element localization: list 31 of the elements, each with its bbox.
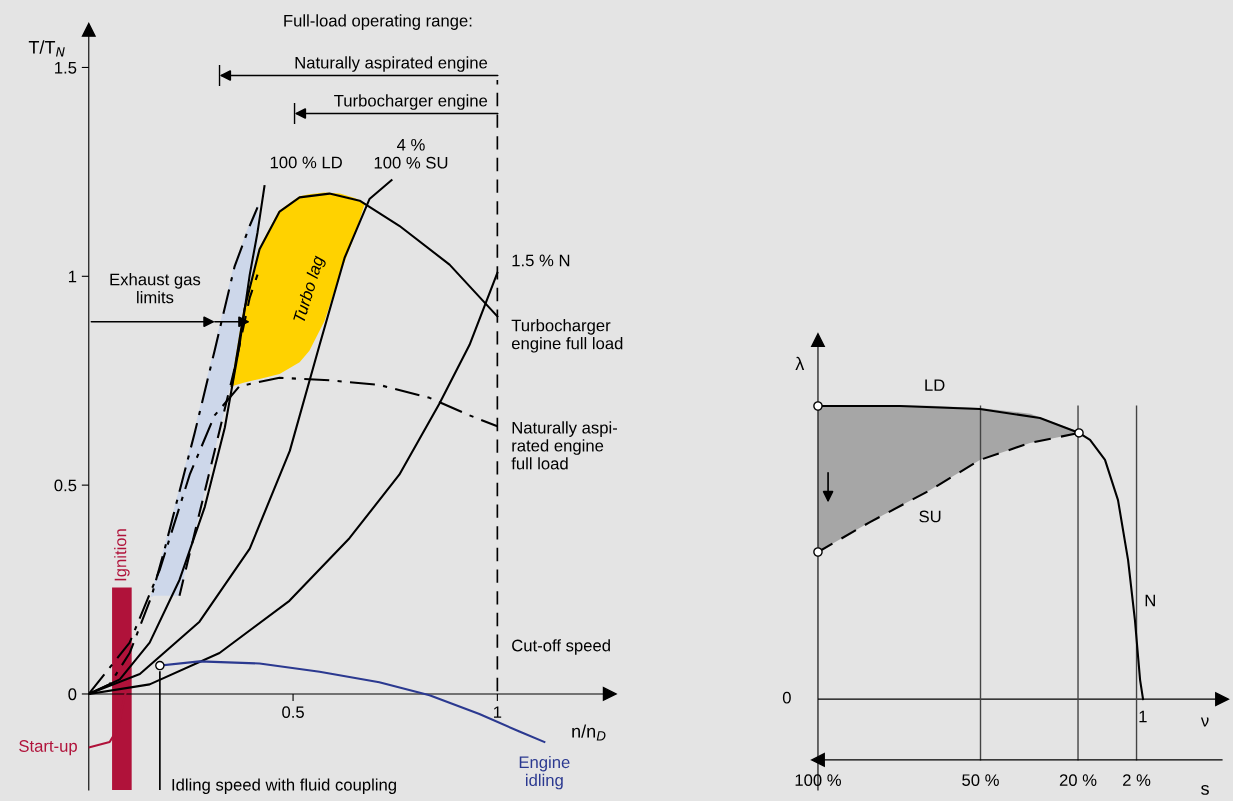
series-label: 4 % 100 % SU — [374, 138, 448, 169]
x-axis-title: n/n$_{D}$ — [572, 724, 606, 741]
series-label: N — [1145, 594, 1155, 607]
y-tick-label: 1 — [68, 270, 77, 283]
series-label: Turbocharger engine full load — [511, 319, 623, 353]
series-label: Naturally aspi- rated engine full load — [511, 421, 618, 470]
y-tick-label: 0.5 — [54, 479, 77, 492]
x-tick-label: 50 % — [962, 774, 999, 787]
annotation: Exhaust gas limits — [110, 273, 201, 304]
y-tick-label: 1.5 — [55, 62, 77, 74]
x-tick-label: 2 % — [1123, 774, 1151, 786]
x-tick-label: 20 % — [1059, 774, 1097, 787]
ref-line-label: Idling speed with fluid coupling — [172, 778, 396, 794]
annotation: Naturally aspirated engine — [295, 56, 488, 72]
text: ν — [1200, 717, 1209, 727]
annotation: Turbo lag — [292, 254, 328, 324]
annotation: Turbocharger engine — [334, 94, 488, 110]
series-label: SU — [919, 510, 941, 523]
series-label: Start-up — [19, 740, 77, 756]
text: Ignition — [114, 529, 130, 581]
text: 0 — [782, 691, 791, 704]
series-label: 1.5 % N — [512, 254, 570, 267]
series-label: LD — [925, 379, 945, 391]
y-tick-label: 0 — [68, 688, 77, 701]
x-axis-title: s — [1201, 785, 1209, 795]
series-label: 100 % LD — [270, 156, 342, 169]
chart-title: Full-load operating range: — [284, 14, 472, 30]
y-axis-title: T/T$_{N}$ — [28, 40, 65, 57]
series-label: Engine idling — [519, 755, 570, 790]
ref-line-label: Cut-off speed — [512, 639, 610, 655]
y-axis-title: λ — [795, 356, 805, 370]
